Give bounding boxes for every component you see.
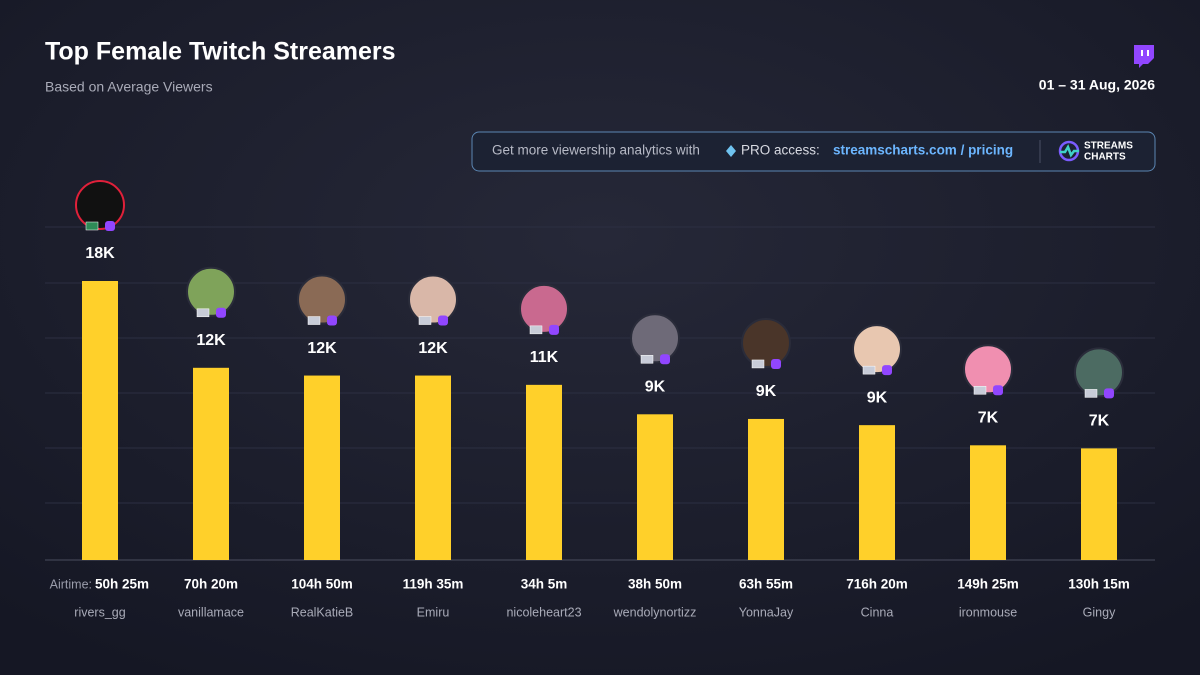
avatar	[630, 313, 680, 364]
avatar	[852, 324, 902, 375]
value-label: 12K	[418, 340, 448, 357]
flag	[418, 316, 432, 325]
platform-badge	[660, 354, 670, 365]
bar	[1081, 448, 1117, 560]
avatar	[741, 317, 791, 368]
logo-text: CHARTS	[1084, 152, 1126, 163]
airtime-value: 149h 25m	[957, 577, 1019, 592]
value-label: 9K	[756, 383, 777, 400]
x-tick-label: Gingy	[1083, 605, 1116, 619]
bar	[748, 418, 784, 560]
diamond-icon	[726, 145, 736, 157]
platform-badge	[882, 365, 892, 376]
value-label: 12K	[196, 332, 226, 349]
airtime-value: 104h 50m	[291, 577, 353, 592]
platform-badge	[993, 385, 1003, 396]
avatar	[297, 274, 347, 325]
value-label: 11K	[530, 349, 559, 366]
x-tick-label: RealKatieB	[291, 605, 354, 619]
x-tick-label: rivers_gg	[74, 605, 125, 619]
bar	[526, 384, 562, 560]
x-tick-label: Emiru	[417, 605, 450, 619]
avatar	[408, 274, 458, 325]
airtime-value: 119h 35m	[403, 577, 464, 592]
airtime-label: Airtime:	[50, 577, 92, 591]
flag	[196, 308, 210, 318]
x-tick-label: wendolynortizz	[613, 605, 697, 619]
logo-mark	[1058, 140, 1080, 162]
platform-badge	[327, 315, 337, 326]
x-tick-label: nicoleheart23	[506, 605, 581, 619]
flag	[862, 365, 876, 375]
bar	[859, 425, 895, 560]
platform-badge	[1104, 388, 1114, 399]
date-range: 01 – 31 Aug, 2026	[1039, 77, 1155, 93]
x-tick-label: ironmouse	[959, 605, 1017, 619]
avatar	[1074, 347, 1124, 398]
flag	[640, 355, 654, 364]
title: Top Female Twitch Streamers	[45, 38, 396, 66]
flag	[973, 386, 987, 395]
value-label: 9K	[867, 389, 888, 406]
airtime-value: 716h 20m	[846, 577, 908, 592]
platform-badge	[549, 324, 559, 335]
promo-pro: PRO access:	[741, 143, 820, 158]
value-label: 9K	[645, 379, 666, 396]
flag	[751, 359, 765, 369]
value-label: 7K	[1089, 413, 1110, 430]
promo-link[interactable]: streamscharts.com / pricing	[833, 143, 1013, 158]
avatar	[519, 283, 569, 334]
bar	[193, 367, 229, 560]
subtitle: Based on Average Viewers	[45, 79, 213, 95]
platform-badge	[438, 315, 448, 326]
airtime-value: 38h 50m	[628, 577, 682, 592]
logo-text: STREAMS	[1084, 141, 1133, 152]
value-label: 18K	[85, 245, 115, 262]
airtime-value: 70h 20m	[184, 577, 238, 592]
bar	[637, 414, 673, 560]
flag	[1084, 389, 1098, 398]
airtime-value: 50h 25m	[95, 577, 149, 592]
avatar	[75, 180, 125, 230]
airtime-value: 63h 55m	[739, 577, 793, 592]
platform-badge	[771, 358, 781, 369]
flag	[85, 221, 99, 231]
flag	[529, 325, 543, 335]
x-tick-label: Cinna	[861, 605, 894, 619]
promo-banner[interactable]	[471, 131, 1156, 172]
twitch-icon	[1134, 45, 1154, 68]
x-tick-label: YonnaJay	[739, 605, 794, 619]
airtime-value: 130h 15m	[1068, 577, 1130, 592]
bar	[304, 375, 340, 560]
bar	[415, 375, 451, 560]
x-tick-label: vanillamace	[178, 605, 244, 619]
platform-badge	[216, 307, 226, 318]
value-label: 12K	[307, 340, 337, 357]
promo-text: Get more viewership analytics with	[492, 143, 700, 158]
bar	[82, 281, 118, 560]
flag	[307, 316, 321, 325]
avatar	[963, 344, 1013, 395]
airtime-value: 34h 5m	[521, 577, 568, 592]
platform-badge	[105, 221, 115, 231]
avatar	[186, 266, 236, 317]
value-label: 7K	[978, 410, 999, 427]
bar	[970, 445, 1006, 560]
